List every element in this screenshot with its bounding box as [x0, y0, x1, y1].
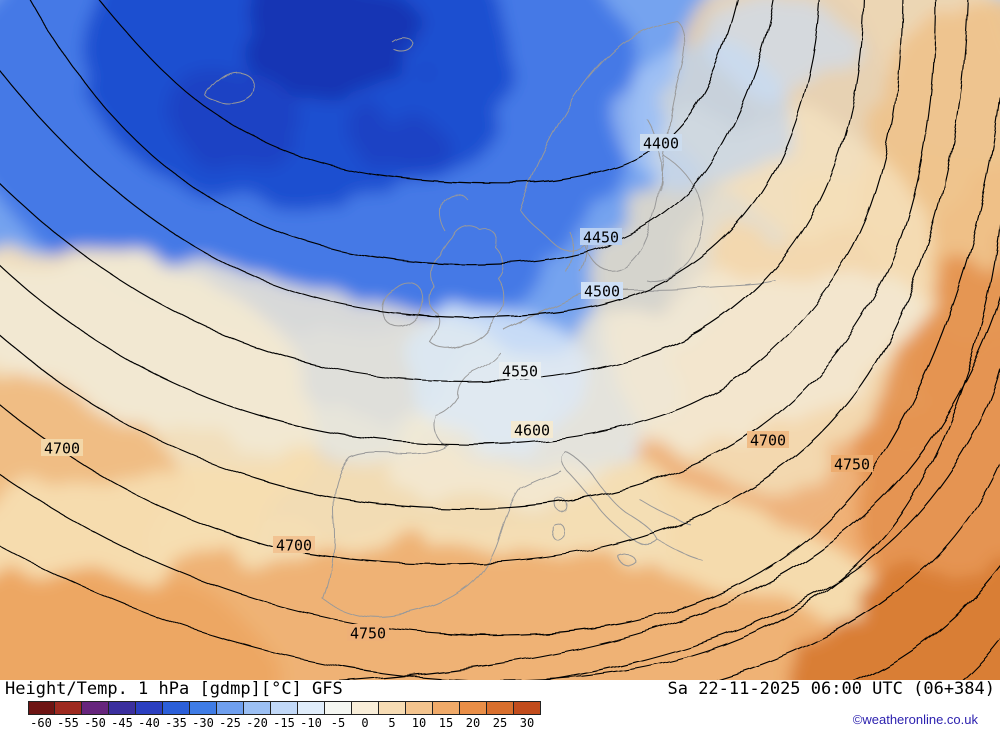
coast-baltic-south [599, 279, 776, 291]
contour-label-halo [347, 624, 389, 641]
colorbar-cell [82, 701, 109, 715]
coast-france-iberia [323, 351, 561, 617]
contour-label: 4700 [276, 537, 312, 555]
coast-scotland-isles [439, 193, 469, 233]
contour-4500 [0, 0, 821, 319]
contour-4950 [712, 461, 1000, 680]
contour-4600 [0, 0, 904, 446]
colorbar-tick-label: -40 [138, 716, 160, 730]
contour-label: 4600 [514, 422, 550, 440]
colorbar-tick-label: -20 [246, 716, 268, 730]
contour-label: 4700 [750, 432, 786, 450]
colorbar-tick-label: 30 [519, 716, 535, 730]
colorbar-tick-label: -30 [192, 716, 214, 730]
map-title: Height/Temp. 1 hPa [gdmp][°C] GFS [5, 679, 343, 699]
contour-4650 [0, 0, 937, 510]
contour-label-halo [747, 431, 789, 448]
colorbar-cell [325, 701, 352, 715]
coast-britain [428, 225, 505, 349]
coast-iceland [204, 71, 255, 105]
colorbar-cell [136, 701, 163, 715]
colorbar-cell [217, 701, 244, 715]
contour-label-halo [580, 228, 622, 245]
copyright-link[interactable]: ©weatheronline.co.uk [852, 712, 978, 727]
contour-label-halo [831, 455, 873, 472]
contour-5000 [857, 564, 1000, 680]
contour-4850 [348, 295, 1000, 680]
contour-label-halo [41, 439, 83, 456]
colorbar-tick-label: 5 [388, 716, 396, 730]
coast-ireland [381, 282, 424, 327]
colorbar-cell [190, 701, 217, 715]
colorbar-cell [109, 701, 136, 715]
colorbar-cell [271, 701, 298, 715]
contour-label-halo [273, 536, 315, 553]
contour-4700 [0, 0, 969, 565]
colorbar-cell [298, 701, 325, 715]
coast-bothnia [647, 119, 662, 191]
height-temp-map-svg: 4400 4450 4500 4550 4600 4700 4700 4750 4700 4750 [0, 0, 1000, 680]
contour-4750 [0, 93, 1000, 636]
colorbar-tick-label: 0 [361, 716, 369, 730]
contour-label: 4700 [44, 440, 80, 458]
coast-italy [561, 451, 659, 545]
colorbar-cell [55, 701, 82, 715]
height-contours [0, 0, 1000, 680]
colorbar-tick-label: -5 [330, 716, 346, 730]
colorbar-tick-label: -50 [84, 716, 106, 730]
colorbar-cell [163, 701, 190, 715]
contour-label: 4450 [583, 229, 619, 247]
temperature-colorbar-labels: -60 -55 -50 -45 -40 -35 -30 -25 -20 -15 -10 -5 0 5 10 1… [0, 716, 620, 732]
colorbar-cell [514, 701, 541, 715]
contour-4550 [0, 0, 865, 383]
coast-sardinia [551, 522, 565, 541]
colorbar-cell [487, 701, 514, 715]
colorbar-cell [379, 701, 406, 715]
colorbar-tick-label: -60 [30, 716, 52, 730]
contour-label-halo [511, 421, 553, 438]
contour-label: 4750 [350, 625, 386, 643]
weather-map: 4400 4450 4500 4550 4600 4700 4700 4750 4700 4750 [0, 0, 1000, 680]
colorbar-tick-label: 25 [492, 716, 508, 730]
colorbar-tick-label: -15 [273, 716, 295, 730]
colorbar-tick-label: -55 [57, 716, 79, 730]
colorbar-tick-label: 10 [411, 716, 427, 730]
coast-sicily [617, 553, 637, 566]
temperature-colorbar [28, 701, 541, 715]
contour-label-layer: 4400 4450 4500 4550 4600 4700 4700 4750 4700 4750 [41, 134, 873, 643]
contour-label-halo [581, 282, 623, 299]
coast-adriatic [639, 499, 703, 561]
contour-4900 [543, 367, 1000, 680]
colorbar-cell [28, 701, 55, 715]
colorbar-cell [352, 701, 379, 715]
temperature-shading [0, 0, 1000, 680]
contour-label: 4750 [834, 456, 870, 474]
colorbar-tick-label: -25 [219, 716, 241, 730]
contour-label: 4500 [584, 283, 620, 301]
contour-label-halo [640, 134, 682, 151]
colorbar-cell [244, 701, 271, 715]
colorbar-cell [433, 701, 460, 715]
coast-baltic-finland [645, 155, 703, 282]
contour-4450 [29, 0, 775, 266]
colorbar-tick-label: -35 [165, 716, 187, 730]
coast-corsica [555, 497, 567, 512]
colorbar-cell [406, 701, 433, 715]
contour-label: 4400 [643, 135, 679, 153]
colorbar-tick-label: 20 [465, 716, 481, 730]
contour-label: 4550 [502, 363, 538, 381]
contour-5050 [963, 640, 1000, 680]
colorbar-tick-label: -10 [300, 716, 322, 730]
contour-4800 [0, 218, 1000, 680]
contour-label-halo [499, 362, 541, 379]
map-datetime: Sa 22-11-2025 06:00 UTC (06+384) [667, 679, 995, 699]
contour-4400 [98, 0, 738, 185]
colorbar-tick-label: 15 [438, 716, 454, 730]
coast-svalbard [391, 37, 415, 53]
colorbar-cell [460, 701, 487, 715]
colorbar-tick-label: -45 [111, 716, 133, 730]
footer-row: Height/Temp. 1 hPa [gdmp][°C] GFS Sa 22-… [0, 679, 1000, 699]
